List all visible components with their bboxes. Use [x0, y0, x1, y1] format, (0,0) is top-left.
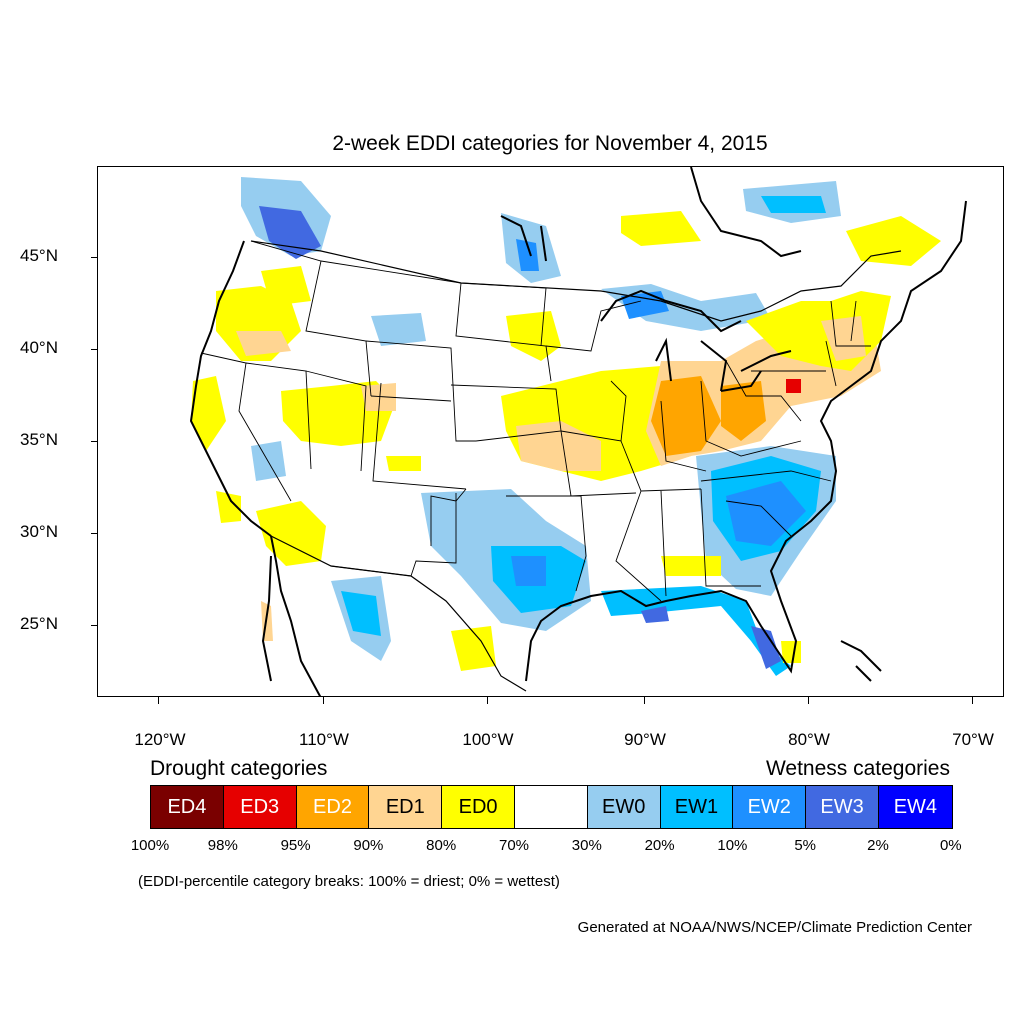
lat-label-45: 45°N	[20, 246, 58, 265]
percentile-break-label: 70%	[498, 837, 530, 854]
lon-label-80: 80°W	[788, 730, 830, 749]
coastlines	[189, 167, 967, 696]
legend-swatch: EW0	[587, 786, 661, 828]
lon-tick	[972, 697, 973, 704]
legend-swatch: ED4	[151, 786, 224, 828]
lon-label-120: 120°W	[134, 730, 186, 749]
legend-swatch: EW2	[733, 786, 807, 828]
lon-label-110: 110°W	[299, 730, 349, 749]
national-borders	[250, 240, 902, 692]
lat-tick	[91, 349, 98, 350]
percentile-break-label: 95%	[280, 837, 311, 854]
map-canvas	[189, 167, 967, 696]
percentile-break-label: 30%	[571, 837, 602, 854]
legend-swatch	[514, 786, 588, 828]
lat-tick	[91, 533, 98, 534]
legend-swatch: ED3	[223, 786, 297, 828]
lat-label-25: 25°N	[20, 614, 58, 633]
lon-tick	[158, 697, 159, 704]
legend-swatch: EW1	[660, 786, 734, 828]
lon-tick	[644, 697, 645, 704]
lat-label-30: 30°N	[20, 522, 58, 541]
lat-label-40: 40°N	[20, 338, 58, 357]
category-legend: ED4 ED3 ED2 ED1 ED0 EW0 EW1 EW2 EW3 EW4	[150, 785, 953, 829]
percentile-break-label: 10%	[717, 837, 748, 854]
legend-swatch: ED1	[369, 786, 443, 828]
drought-categories-heading: Drought categories	[150, 757, 328, 780]
lat-tick	[91, 441, 98, 442]
percentile-break-label: 2%	[867, 837, 889, 854]
percentile-break-label: 80%	[426, 837, 457, 854]
lon-tick	[487, 697, 488, 704]
legend-swatch: ED0	[442, 786, 515, 828]
lon-label-90: 90°W	[624, 730, 666, 749]
lat-tick	[91, 257, 98, 258]
lon-label-100: 100°W	[462, 730, 514, 749]
legend-swatch: ED2	[296, 786, 370, 828]
percentile-break-label: 100%	[130, 837, 170, 854]
lon-tick	[808, 697, 809, 704]
eddi-map	[97, 166, 1004, 697]
percentile-break-label: 0%	[939, 837, 962, 854]
lat-label-35: 35°N	[20, 430, 58, 449]
category-note: (EDDI-percentile category breaks: 100% =…	[138, 873, 560, 890]
lon-tick	[323, 697, 324, 704]
wetness-categories-heading: Wetness categories	[765, 757, 950, 780]
legend-swatch: EW4	[878, 786, 952, 828]
percentile-break-label: 5%	[794, 837, 817, 854]
lon-label-70: 70°W	[952, 730, 994, 749]
percentile-break-label: 20%	[644, 837, 675, 854]
credit-text: Generated at NOAA/NWS/NCEP/Climate Predi…	[577, 919, 972, 936]
state-boundaries	[200, 240, 871, 602]
wetness-areas	[241, 177, 841, 676]
percentile-break-label: 90%	[353, 837, 384, 854]
lat-tick	[91, 625, 98, 626]
legend-swatch: EW3	[806, 786, 879, 828]
map-title: 2-week EDDI categories for November 4, 2…	[332, 132, 768, 155]
percentile-break-label: 98%	[207, 837, 238, 854]
